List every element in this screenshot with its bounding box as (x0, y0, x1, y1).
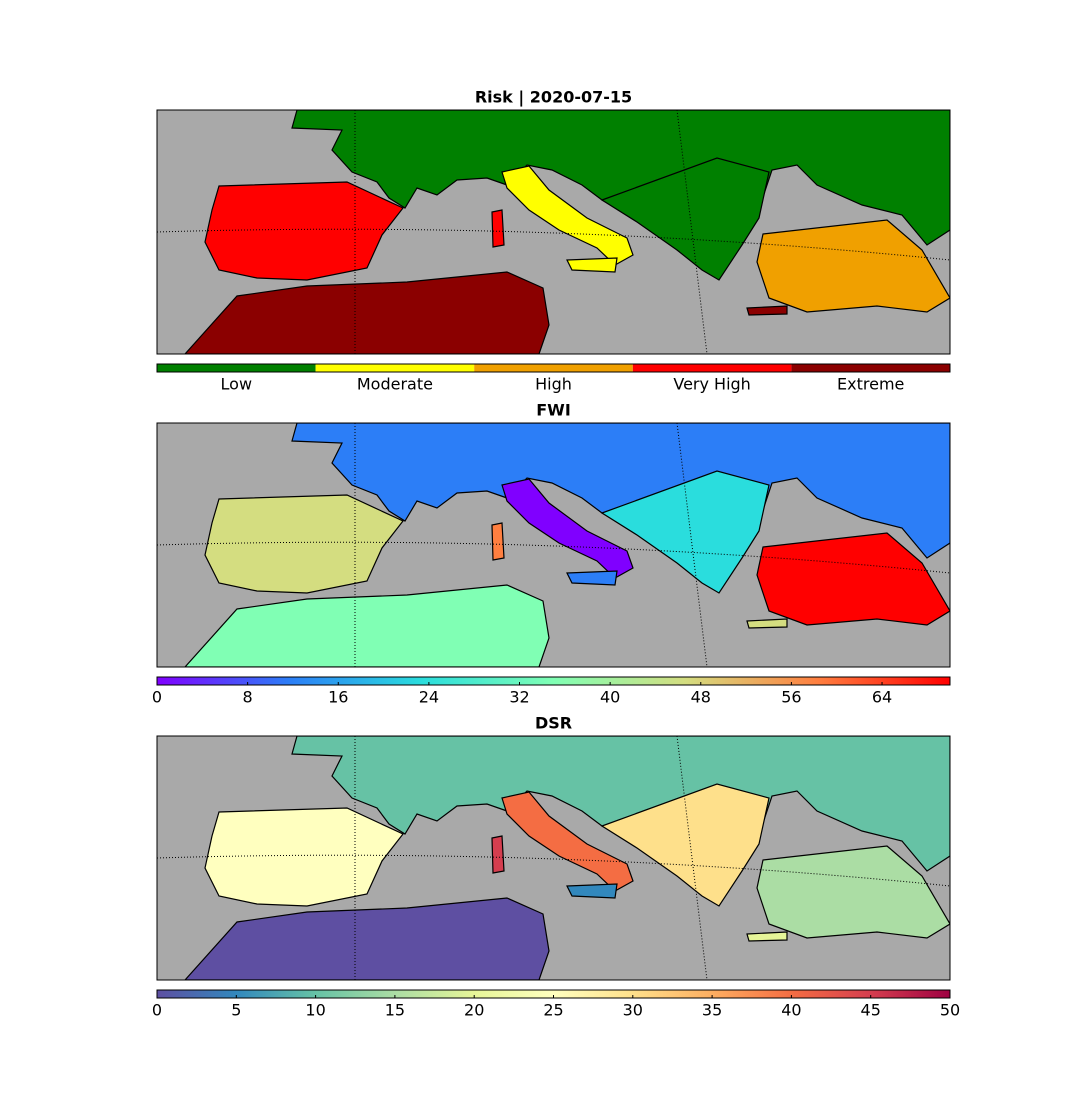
panel-title: DSR (535, 714, 572, 733)
map-frame (156, 735, 951, 981)
land-italy (501, 791, 634, 892)
land-iberia (204, 494, 404, 594)
land-sardinia (491, 835, 505, 874)
colorbar-tick-label: 48 (691, 688, 711, 707)
colorbar-label: Very High (673, 375, 750, 394)
colorbar-tick-label: 0 (152, 1001, 162, 1020)
land-iberia (204, 807, 404, 907)
land-italy (501, 165, 634, 266)
colorbar-label: Moderate (357, 375, 433, 394)
map-frame (156, 422, 951, 668)
colorbar-frame (156, 676, 951, 686)
colorbar-tick-label: 56 (781, 688, 801, 707)
colorbar-segment (632, 364, 792, 372)
colorbar-tick-label: 8 (243, 688, 253, 707)
colorbar-tick-label: 5 (231, 1001, 241, 1020)
colorbar-tick-label: 25 (543, 1001, 563, 1020)
colorbar-tick-label: 24 (419, 688, 439, 707)
colorbar-tick-label: 50 (940, 1001, 960, 1020)
parallel (157, 854, 950, 887)
land-italy (501, 478, 634, 579)
land-africa (184, 897, 550, 980)
land-sicily (566, 883, 618, 899)
colorbar-label: Low (221, 375, 253, 394)
land-crete (746, 931, 788, 942)
land-crete (746, 305, 788, 316)
colorbar-tick-label: 16 (328, 688, 348, 707)
colorbar-tick-label: 45 (861, 1001, 881, 1020)
colorbar (157, 990, 950, 998)
land-turkey (756, 532, 950, 626)
colorbar-segment (791, 364, 950, 372)
colorbar-tick-label: 15 (385, 1001, 405, 1020)
map (157, 110, 950, 354)
meridian (676, 110, 708, 354)
map (157, 423, 950, 667)
colorbar-tick-label: 40 (600, 688, 620, 707)
land-crete (746, 618, 788, 629)
land-africa (184, 271, 550, 354)
colorbar-frame (156, 989, 951, 999)
colorbar-tick-label: 0 (152, 688, 162, 707)
colorbar (157, 677, 950, 685)
colorbar-label: High (535, 375, 572, 394)
land-iberia (204, 181, 404, 281)
colorbar-tick-label: 35 (702, 1001, 722, 1020)
colorbar-tick-label: 64 (872, 688, 892, 707)
land-balkans (600, 783, 770, 907)
land-sicily (566, 570, 618, 586)
land-turkey (756, 219, 950, 313)
land-sardinia (491, 522, 505, 561)
map (157, 736, 950, 980)
colorbar-tick-label: 40 (781, 1001, 801, 1020)
colorbar-segment (157, 364, 316, 372)
colorbar-frame (156, 363, 951, 373)
land-africa (184, 584, 550, 667)
land-turkey (756, 845, 950, 939)
colorbar-label: Extreme (837, 375, 904, 394)
land-balkans (600, 157, 770, 281)
land-balkans (600, 470, 770, 594)
colorbar-segment (474, 364, 633, 372)
map-frame (156, 109, 951, 355)
panel-title: Risk | 2020-07-15 (475, 88, 632, 108)
land-sicily (566, 257, 618, 273)
colorbar-tick-label: 32 (509, 688, 529, 707)
meridian (676, 736, 708, 980)
panel-title: FWI (536, 401, 571, 420)
meridian (676, 423, 708, 667)
parallel (157, 541, 950, 574)
land-sardinia (491, 209, 505, 248)
colorbar-tick-label: 30 (623, 1001, 643, 1020)
colorbar-tick-label: 10 (305, 1001, 325, 1020)
colorbar-tick-label: 20 (464, 1001, 484, 1020)
parallel (157, 228, 950, 261)
colorbar-segment (315, 364, 475, 372)
